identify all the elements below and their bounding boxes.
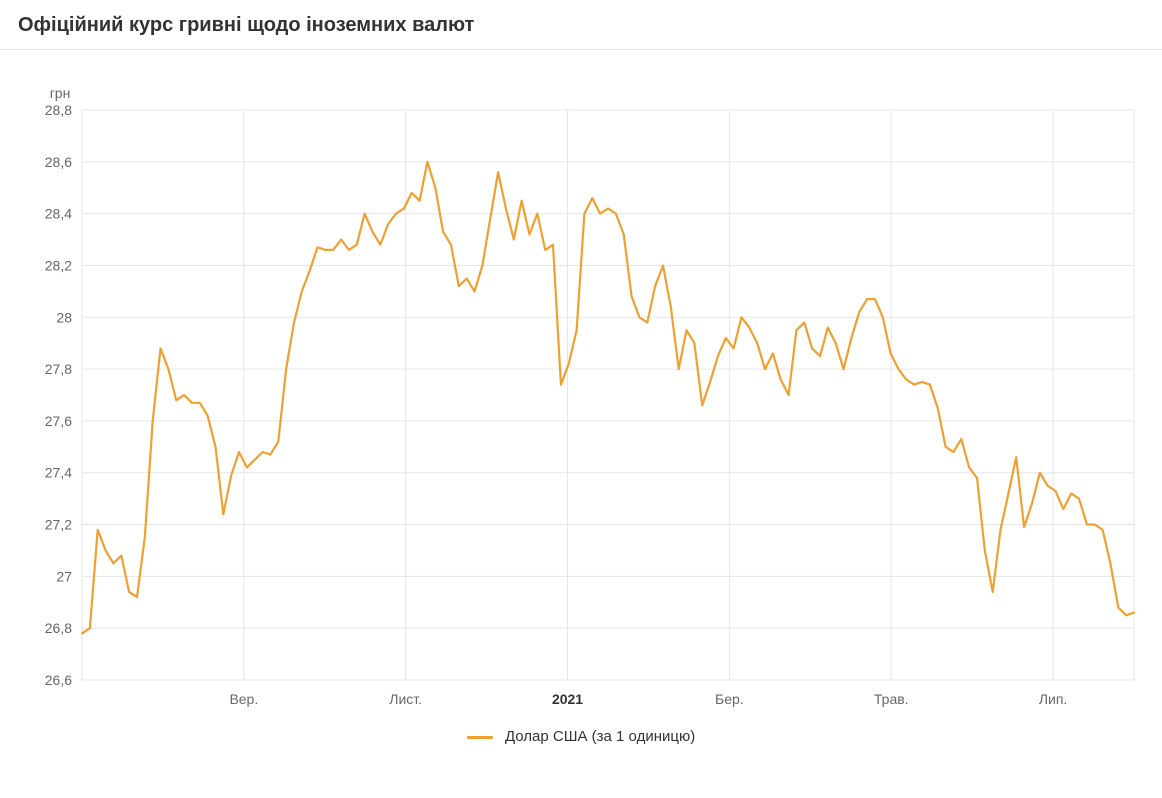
x-tick-label: Лист.: [389, 691, 422, 707]
y-tick-label: 27,4: [45, 465, 72, 481]
x-tick-label: 2021: [552, 691, 583, 707]
y-tick-label: 26,6: [45, 672, 72, 688]
y-tick-label: 27,8: [45, 361, 72, 377]
x-tick-label: Лип.: [1039, 691, 1067, 707]
y-tick-label: 26,8: [45, 620, 72, 636]
y-tick-label: 28,4: [45, 206, 72, 222]
legend-swatch: [467, 736, 493, 739]
y-tick-label: 28,2: [45, 257, 72, 273]
line-chart: грн 26,6 26,8 27 27,2 27,4 27,6 27,8 28 28,2 28,4 2…: [18, 80, 1144, 720]
series-usd: [82, 162, 1134, 634]
y-tick-label: 28: [56, 309, 72, 325]
chart-title: Офіційний курс гривні щодо іноземних вал…: [0, 0, 1162, 50]
y-tick-label: 27,6: [45, 413, 72, 429]
y-tick-label: 27: [56, 568, 72, 584]
chart-area: грн 26,6 26,8 27 27,2 27,4 27,6 27,8 28 28,2 28,4 2…: [18, 80, 1144, 720]
x-tick-label: Трав.: [874, 691, 909, 707]
y-tick-label: 28,8: [45, 102, 72, 118]
y-tick-label: 27,2: [45, 517, 72, 533]
legend-label: Долар США (за 1 одиницю): [505, 728, 695, 745]
y-tick-label: 28,6: [45, 154, 72, 170]
y-axis-title: грн: [50, 85, 71, 101]
x-tick-label: Бер.: [715, 691, 744, 707]
x-tick-label: Вер.: [229, 691, 258, 707]
legend: Долар США (за 1 одиницю): [0, 720, 1162, 761]
